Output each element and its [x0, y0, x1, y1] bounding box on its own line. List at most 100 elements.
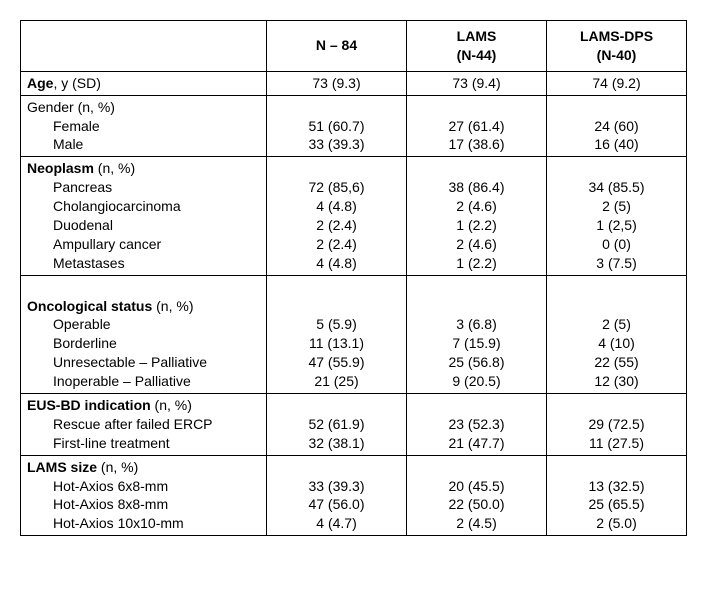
onco-row-1-c3: 4 (10) [598, 335, 635, 351]
lams-row-1-c1: 47 (56.0) [308, 496, 364, 512]
row-lams: LAMS size (n, %) Hot-Axios 6x8-mm Hot-Ax… [21, 455, 687, 536]
header-lams-l1: LAMS [457, 28, 497, 44]
onco-head-rest: (n, %) [152, 298, 193, 314]
gender-row-1-c1: 33 (39.3) [308, 136, 364, 152]
neoplasm-row-4-c1: 4 (4.8) [316, 255, 356, 271]
eusbd-row-1-label: First-line treatment [27, 434, 170, 453]
neoplasm-c2: 38 (86.4) 2 (4.6) 1 (2.2) 2 (4.6) 1 (2.2… [407, 157, 547, 275]
neoplasm-row-0-c3: 34 (85.5) [588, 179, 644, 195]
lams-row-2-c1: 4 (4.7) [316, 515, 356, 531]
gender-row-0-c1: 51 (60.7) [308, 118, 364, 134]
neoplasm-row-0-label: Pancreas [27, 178, 112, 197]
lams-row-0-c1: 33 (39.3) [308, 478, 364, 494]
neoplasm-row-3-c2: 2 (4.6) [456, 236, 496, 252]
eusbd-row-0-c3: 29 (72.5) [588, 416, 644, 432]
onco-c1: 5 (5.9) 11 (13.1) 47 (55.9) 21 (25) [267, 275, 407, 393]
onco-row-2-label: Unresectable – Palliative [27, 353, 207, 372]
gender-row-1-c3: 16 (40) [594, 136, 638, 152]
lams-row-0-label: Hot-Axios 6x8-mm [27, 477, 168, 496]
neoplasm-head-rest: (n, %) [94, 160, 135, 176]
neoplasm-block: Neoplasm (n, %) Pancreas Cholangiocarcin… [21, 157, 267, 275]
lams-row-0-c3: 13 (32.5) [588, 478, 644, 494]
row-onco: Oncological status (n, %) Operable Borde… [21, 275, 687, 393]
lams-head-bold: LAMS size [27, 459, 97, 475]
onco-row-1-c2: 7 (15.9) [452, 335, 500, 351]
neoplasm-row-4-c2: 1 (2.2) [456, 255, 496, 271]
lams-c1: 33 (39.3) 47 (56.0) 4 (4.7) [267, 455, 407, 536]
neoplasm-c1: 72 (85,6) 4 (4.8) 2 (2.4) 2 (2.4) 4 (4.8… [267, 157, 407, 275]
header-lams-l2: (N-44) [457, 47, 497, 63]
lams-row-2-c2: 2 (4.5) [456, 515, 496, 531]
gender-c3: 24 (60) 16 (40) [547, 95, 687, 157]
age-label-bold: Age [27, 75, 53, 91]
eusbd-c2: 23 (52.3) 21 (47.7) [407, 394, 547, 456]
row-neoplasm: Neoplasm (n, %) Pancreas Cholangiocarcin… [21, 157, 687, 275]
neoplasm-c3: 34 (85.5) 2 (5) 1 (2,5) 0 (0) 3 (7.5) [547, 157, 687, 275]
lams-row-1-c2: 22 (50.0) [448, 496, 504, 512]
neoplasm-row-3-label: Ampullary cancer [27, 235, 161, 254]
neoplasm-row-2-c1: 2 (2.4) [316, 217, 356, 233]
neoplasm-row-4-c3: 3 (7.5) [596, 255, 636, 271]
neoplasm-row-0-c2: 38 (86.4) [448, 179, 504, 195]
gender-row-1-c2: 17 (38.6) [448, 136, 504, 152]
header-row: N – 84 LAMS (N-44) LAMS-DPS (N-40) [21, 21, 687, 72]
lams-c3: 13 (32.5) 25 (65.5) 2 (5.0) [547, 455, 687, 536]
eusbd-c1: 52 (61.9) 32 (38.1) [267, 394, 407, 456]
age-c3: 74 (9.2) [547, 71, 687, 95]
onco-row-0-c2: 3 (6.8) [456, 316, 496, 332]
row-eusbd: EUS-BD indication (n, %) Rescue after fa… [21, 394, 687, 456]
neoplasm-row-1-label: Cholangiocarcinoma [27, 197, 181, 216]
neoplasm-row-2-c2: 1 (2.2) [456, 217, 496, 233]
onco-row-3-label: Inoperable – Palliative [27, 372, 191, 391]
gender-c2: 27 (61.4) 17 (38.6) [407, 95, 547, 157]
header-total: N – 84 [267, 21, 407, 72]
onco-row-1-label: Borderline [27, 334, 117, 353]
neoplasm-row-1-c1: 4 (4.8) [316, 198, 356, 214]
neoplasm-row-3-c1: 2 (2.4) [316, 236, 356, 252]
lams-block: LAMS size (n, %) Hot-Axios 6x8-mm Hot-Ax… [21, 455, 267, 536]
row-age: Age, y (SD) 73 (9.3) 73 (9.4) 74 (9.2) [21, 71, 687, 95]
gender-row-1-label: Male [27, 135, 83, 154]
lams-row-2-c3: 2 (5.0) [596, 515, 636, 531]
neoplasm-row-1-c3: 2 (5) [602, 198, 631, 214]
lams-row-2-label: Hot-Axios 10x10-mm [27, 514, 184, 533]
onco-c3: 2 (5) 4 (10) 22 (55) 12 (30) [547, 275, 687, 393]
onco-row-2-c3: 22 (55) [594, 354, 638, 370]
row-gender: Gender (n, %) Female Male 51 (60.7) 33 (… [21, 95, 687, 157]
onco-row-3-c1: 21 (25) [314, 373, 358, 389]
neoplasm-row-0-c1: 72 (85,6) [308, 179, 364, 195]
eusbd-row-0-label: Rescue after failed ERCP [27, 415, 213, 434]
onco-head-bold: Oncological status [27, 298, 152, 314]
neoplasm-row-3-c3: 0 (0) [602, 236, 631, 252]
eusbd-row-1-c1: 32 (38.1) [308, 435, 364, 451]
onco-c2: 3 (6.8) 7 (15.9) 25 (56.8) 9 (20.5) [407, 275, 547, 393]
onco-block: Oncological status (n, %) Operable Borde… [21, 275, 267, 393]
onco-row-1-c1: 11 (13.1) [309, 335, 364, 351]
neoplasm-row-4-label: Metastases [27, 254, 125, 273]
age-c1: 73 (9.3) [267, 71, 407, 95]
eusbd-head-bold: EUS-BD indication [27, 397, 151, 413]
gender-row-0-c2: 27 (61.4) [448, 118, 504, 134]
lams-row-1-c3: 25 (65.5) [588, 496, 644, 512]
onco-row-2-c1: 47 (55.9) [308, 354, 364, 370]
gender-block: Gender (n, %) Female Male [21, 95, 267, 157]
onco-row-3-c3: 12 (30) [594, 373, 638, 389]
header-lamsdps-l1: LAMS-DPS [580, 28, 653, 44]
header-blank [21, 21, 267, 72]
age-c2: 73 (9.4) [407, 71, 547, 95]
header-lams-dps: LAMS-DPS (N-40) [547, 21, 687, 72]
onco-row-0-c1: 5 (5.9) [316, 316, 356, 332]
neoplasm-row-2-label: Duodenal [27, 216, 113, 235]
neoplasm-row-2-c3: 1 (2,5) [596, 217, 636, 233]
onco-row-3-c2: 9 (20.5) [452, 373, 500, 389]
onco-row-0-label: Operable [27, 315, 111, 334]
eusbd-row-0-c1: 52 (61.9) [308, 416, 364, 432]
lams-head-rest: (n, %) [97, 459, 138, 475]
lams-row-1-label: Hot-Axios 8x8-mm [27, 495, 168, 514]
lams-c2: 20 (45.5) 22 (50.0) 2 (4.5) [407, 455, 547, 536]
characteristics-table: N – 84 LAMS (N-44) LAMS-DPS (N-40) Age, … [20, 20, 687, 536]
eusbd-c3: 29 (72.5) 11 (27.5) [547, 394, 687, 456]
gender-row-0-label: Female [27, 117, 100, 136]
gender-head: Gender (n, %) [27, 96, 115, 116]
onco-row-2-c2: 25 (56.8) [448, 354, 504, 370]
